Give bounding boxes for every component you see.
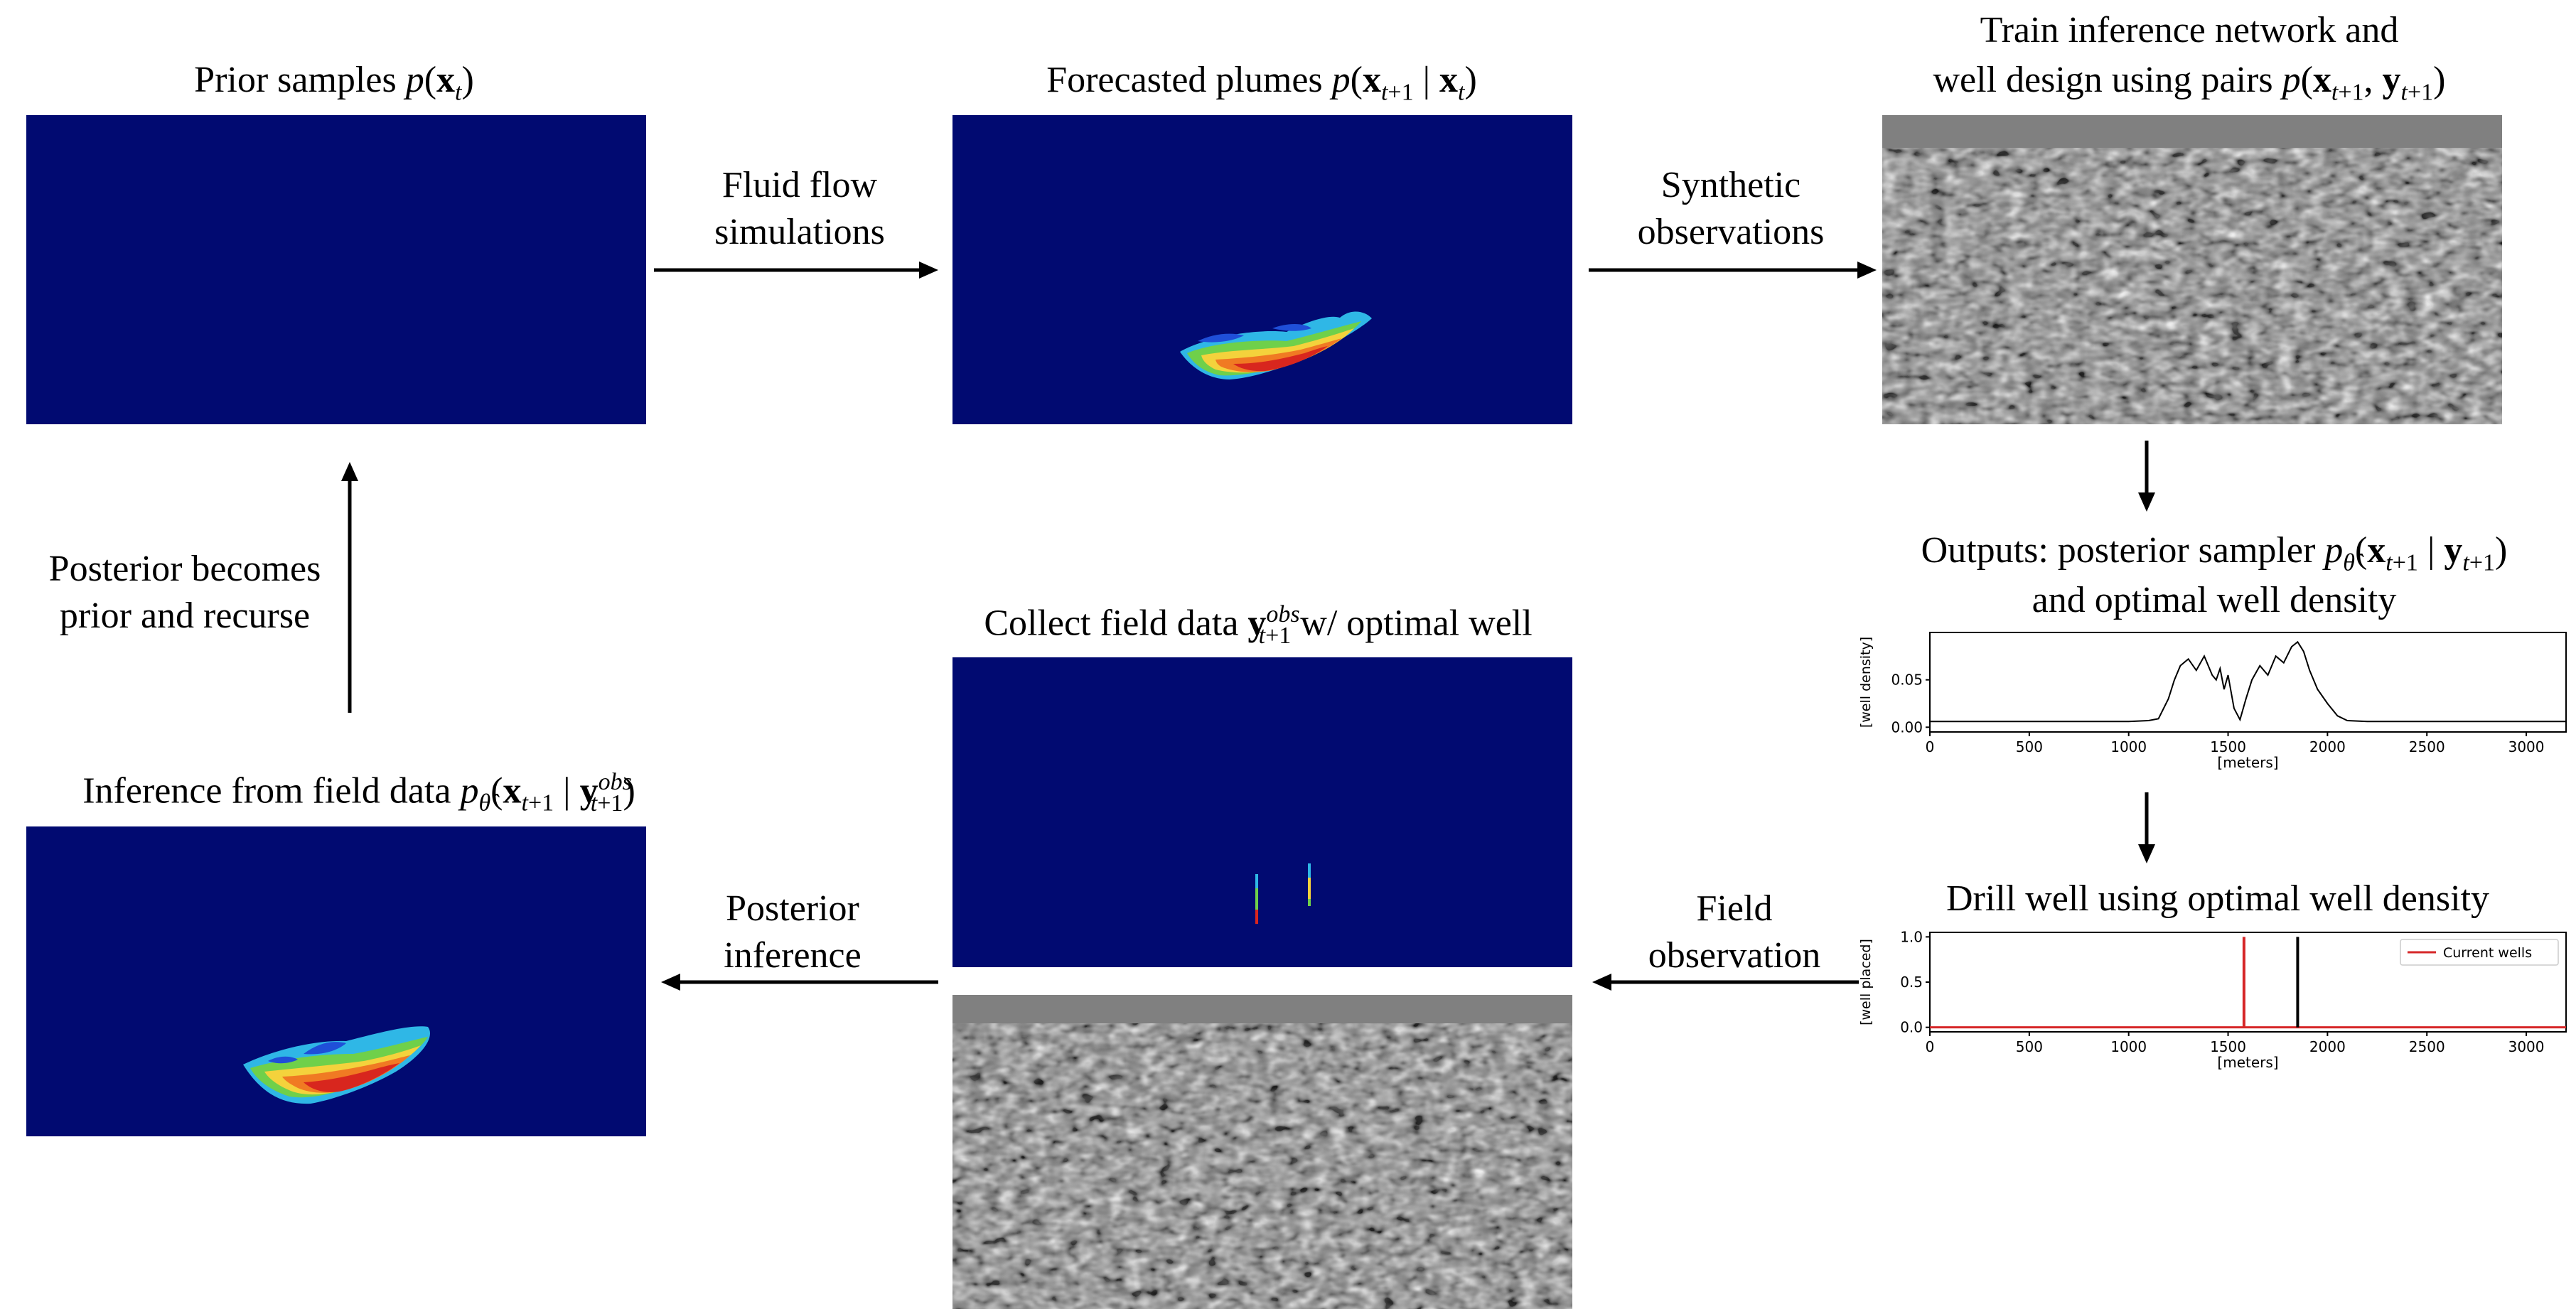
- x-axis-label: [meters]: [2217, 1054, 2278, 1071]
- arrow-field-observation: [1592, 974, 1862, 991]
- y-axis-label: [well placed]: [1859, 939, 1874, 1025]
- prior-samples-panel: [26, 115, 646, 424]
- train-network-title-line1: Train inference network and: [1980, 10, 2399, 50]
- arrow-posterior-becomes-prior: [341, 462, 358, 713]
- seismic-image-field: [952, 995, 1572, 1309]
- legend-label: Current wells: [2443, 945, 2532, 961]
- forecasted-plumes-title: Forecasted plumes p(xt+1 | xt): [1046, 60, 1477, 106]
- arrow-to-drill: [2138, 792, 2155, 863]
- legend-box: [2400, 939, 2559, 966]
- arrow-fluid-flow: [654, 262, 938, 279]
- posterior-becomes-label-2: prior and recurse: [59, 596, 311, 636]
- well-placed-chart: 0 500 1000 1500 2000 2500 3000 0.0 0.5 1.0 [meters…: [1859, 928, 2567, 1071]
- fluid-flow-label-2: simulations: [714, 212, 885, 252]
- x-tick-label: 500: [2016, 738, 2043, 755]
- arrow-synthetic-observations: [1589, 262, 1877, 279]
- collect-field-data-panel: [952, 657, 1572, 967]
- x-tick-label: 1500: [2210, 738, 2246, 755]
- well-density-plot: 0 500 1000 1500 2000 2500 3000 0.00 0.05 [meters]…: [1859, 625, 2573, 775]
- seismic-texture-field: [952, 1023, 1572, 1309]
- y-tick-label: 0.05: [1891, 672, 1923, 689]
- x-axis-label: [meters]: [2217, 754, 2278, 771]
- legend: Current wells: [2400, 939, 2559, 966]
- density-series-line: [1930, 640, 2566, 723]
- outputs-title-line2: and optimal well density: [2032, 580, 2397, 620]
- x-tick-label: 2000: [2309, 1038, 2346, 1055]
- collect-field-data-title: Collect field data yobst+1 w/ optimal we…: [984, 601, 1533, 649]
- well-density-chart: 0 500 1000 1500 2000 2500 3000 0.00 0.05 [meters]…: [1859, 632, 2567, 771]
- field-observation-label-1: Field: [1696, 888, 1773, 929]
- forecasted-plumes-panel: [952, 115, 1572, 424]
- drill-well-title: Drill well using optimal well density: [1946, 878, 2490, 919]
- x-tick-label: 2500: [2409, 1038, 2445, 1055]
- inference-field-data-title: Inference from field data pθ̂(xt+1 | yob…: [82, 769, 635, 817]
- posterior-inference-label-1: Posterior: [726, 888, 859, 929]
- arrow-posterior-inference: [661, 974, 938, 991]
- well-placed-plot: 0 500 1000 1500 2000 2500 3000 0.0 0.5 1.0 [meters…: [1859, 925, 2573, 1074]
- y-tick-label: 0.00: [1891, 718, 1923, 736]
- posterior-becomes-label-1: Posterior becomes: [48, 549, 321, 589]
- outputs-title-line1: Outputs: posterior sampler pθ̂(xt+1 | yt…: [1921, 530, 2508, 576]
- seismic-texture-training: [1882, 148, 2502, 424]
- y-axis-label: [well density]: [1859, 637, 1874, 728]
- prior-samples-title: Prior samples p(xt): [194, 60, 474, 106]
- x-tick-label: 1000: [2110, 738, 2147, 755]
- x-tick-label: 0: [1926, 738, 1935, 755]
- inference-panel: [26, 826, 646, 1136]
- synthetic-label-2: observations: [1637, 212, 1825, 252]
- x-tick-label: 3000: [2508, 738, 2545, 755]
- well-traces: [1255, 863, 1311, 924]
- x-tick-label: 1000: [2110, 1038, 2147, 1055]
- train-network-title-line2: well design using pairs p(xt+1, yt+1): [1933, 60, 2446, 106]
- x-tick-label: 500: [2016, 1038, 2043, 1055]
- y-tick-label: 0.0: [1900, 1019, 1923, 1036]
- y-tick-label: 1.0: [1900, 928, 1923, 945]
- x-tick-label: 3000: [2508, 1038, 2545, 1055]
- posterior-inference-label-2: inference: [724, 935, 862, 976]
- inference-plume: [243, 1026, 430, 1104]
- arrow-to-outputs: [2138, 441, 2155, 512]
- seismic-image-training: [1882, 115, 2502, 424]
- fluid-flow-label-1: Fluid flow: [721, 165, 878, 205]
- prior-plume-dot: [26, 115, 646, 424]
- x-tick-label: 0: [1926, 1038, 1935, 1055]
- x-tick-label: 2000: [2309, 738, 2346, 755]
- x-tick-label: 1500: [2210, 1038, 2246, 1055]
- forecast-plume: [1180, 311, 1372, 379]
- plot-frame: [1929, 632, 2567, 733]
- synthetic-label-1: Synthetic: [1660, 165, 1801, 205]
- x-tick-label: 2500: [2409, 738, 2445, 755]
- field-observation-label-2: observation: [1648, 935, 1821, 976]
- y-tick-label: 0.5: [1900, 974, 1923, 991]
